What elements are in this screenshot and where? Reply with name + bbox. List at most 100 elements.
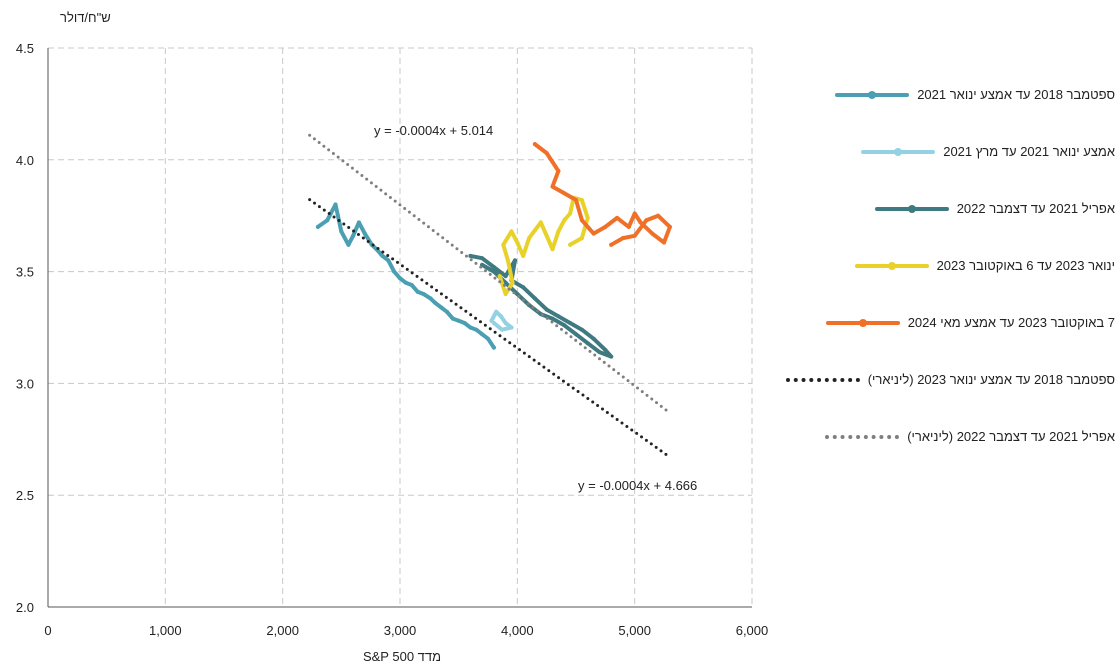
- data-point: [505, 258, 510, 263]
- data-point: [498, 314, 503, 319]
- data-point: [597, 350, 602, 355]
- legend-label: אמצע ינואר 2021 עד מרץ 2021: [943, 144, 1115, 159]
- trendlines-group: [308, 133, 672, 459]
- legend-item: ינואר 2023 עד 6 באוקטובר 2023: [780, 257, 1115, 314]
- data-point: [513, 258, 517, 263]
- data-point: [474, 327, 479, 332]
- data-point: [521, 285, 526, 290]
- data-point: [509, 325, 514, 330]
- axes: [47, 48, 752, 608]
- y-tick-label: 3.0: [16, 376, 34, 391]
- data-point: [501, 242, 506, 247]
- y-tick-label: 4.0: [16, 153, 34, 168]
- y-axis-label: ש"ח/דולר: [60, 10, 111, 25]
- legend-swatch: [835, 86, 910, 103]
- data-point: [644, 218, 649, 223]
- legend-item: 7 באוקטובר 2023 עד אמצע מאי 2024: [780, 314, 1115, 371]
- series-line-3: [497, 195, 590, 296]
- data-point: [562, 191, 567, 196]
- tick-labels: 0 1,000 2,000 3,000 4,000 5,000 6,000 2.0 2.5 3.0…: [16, 41, 768, 638]
- x-tick-label: 3,000: [384, 623, 417, 638]
- data-point: [333, 202, 338, 207]
- x-tick-label: 1,000: [149, 623, 182, 638]
- data-point: [591, 336, 596, 341]
- data-point: [409, 283, 414, 287]
- data-point: [515, 240, 520, 245]
- data-point: [656, 213, 661, 218]
- data-point: [632, 233, 637, 238]
- data-point: [494, 309, 499, 314]
- data-point: [544, 233, 549, 238]
- data-point: [503, 280, 508, 285]
- data-point: [392, 269, 397, 274]
- legend-label: 7 באוקטובר 2023 עד אמצע מאי 2024: [907, 315, 1115, 330]
- series-line-2: [468, 253, 614, 359]
- x-tick-label: 6,000: [736, 623, 769, 638]
- data-point: [556, 229, 561, 234]
- x-axis-label: מדד S&P 500: [363, 649, 441, 664]
- data-point: [579, 327, 584, 332]
- data-point: [650, 231, 655, 236]
- data-point: [480, 256, 485, 261]
- data-point: [351, 233, 356, 238]
- legend-swatch: [861, 143, 936, 160]
- data-point: [428, 296, 433, 301]
- data-point: [315, 224, 320, 229]
- data-point: [556, 314, 561, 319]
- trendline-1: [308, 133, 668, 412]
- legend-label: אפריל 2021 עד דצמבר 2022: [956, 201, 1115, 216]
- legend-label: ספטמבר 2018 עד אמצע ינואר 2021: [917, 87, 1115, 102]
- series-line-4: [532, 142, 672, 247]
- data-point: [480, 332, 485, 337]
- data-point: [626, 224, 631, 229]
- data-point: [532, 142, 537, 147]
- gridlines: [48, 47, 753, 607]
- data-point: [550, 316, 555, 321]
- data-point: [509, 229, 514, 234]
- data-point: [325, 218, 330, 223]
- data-point: [491, 345, 496, 350]
- legend-swatch: [874, 200, 949, 217]
- data-point: [638, 220, 643, 225]
- data-point: [615, 215, 620, 220]
- data-point: [568, 321, 573, 325]
- data-point: [603, 347, 608, 352]
- data-point: [433, 300, 438, 305]
- data-point: [403, 280, 408, 285]
- data-point: [550, 184, 555, 189]
- legend-item: אמצע ינואר 2021 עד מרץ 2021: [780, 143, 1115, 200]
- x-tick-label: 2,000: [266, 623, 299, 638]
- data-point: [585, 215, 590, 220]
- data-point: [620, 236, 625, 241]
- data-point: [574, 332, 578, 337]
- data-point: [568, 242, 573, 247]
- data-point: [544, 307, 549, 312]
- data-point: [346, 242, 351, 247]
- data-point: [521, 253, 526, 258]
- data-point: [356, 220, 361, 225]
- data-point: [444, 309, 449, 314]
- data-point: [503, 321, 508, 325]
- y-tick-label: 2.0: [16, 600, 34, 615]
- y-tick-label: 2.5: [16, 488, 34, 503]
- legend-swatch: [785, 371, 860, 388]
- data-point: [550, 247, 555, 252]
- data-point: [568, 211, 573, 216]
- data-point: [591, 231, 596, 236]
- legend-swatch: [854, 257, 929, 274]
- data-point: [415, 289, 420, 294]
- data-point: [562, 218, 567, 223]
- data-point: [398, 276, 402, 281]
- data-point: [532, 296, 537, 301]
- data-point: [574, 198, 578, 202]
- data-point: [339, 229, 344, 234]
- legend-label: ינואר 2023 עד 6 באוקטובר 2023: [936, 258, 1115, 273]
- data-point: [503, 292, 508, 296]
- series-group: [315, 142, 672, 359]
- legend-label: ספטמבר 2018 עד אמצע ינואר 2023 (ליניארי): [867, 372, 1115, 387]
- x-tick-label: 0: [44, 623, 51, 638]
- legend-label: אפריל 2021 עד דצמבר 2022 (ליניארי): [907, 429, 1115, 444]
- data-point: [579, 236, 584, 241]
- y-tick-label: 4.5: [16, 41, 34, 56]
